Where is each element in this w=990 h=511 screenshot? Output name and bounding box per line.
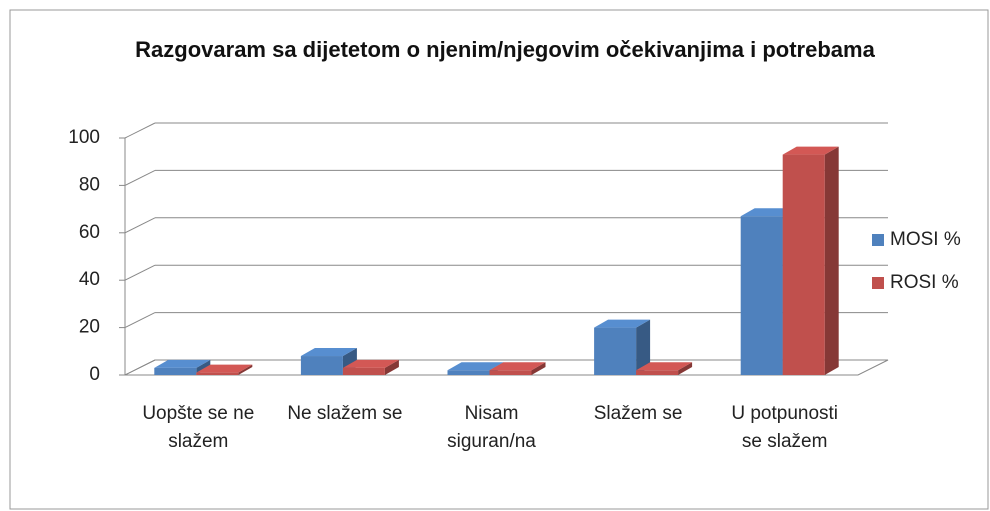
x-tick-label: Ne slažem se: [287, 403, 403, 424]
bar: [447, 370, 490, 375]
y-tick-label: 40: [79, 269, 100, 290]
x-tick-label: U potpunosti se slažem: [731, 403, 839, 452]
legend-swatch: [872, 234, 884, 246]
bar: [636, 370, 679, 375]
bar-top: [447, 362, 504, 371]
bar-top: [489, 362, 546, 371]
bar-side: [678, 362, 693, 375]
x-tick-label: Uopšte se ne slažem: [142, 403, 255, 452]
bar-top: [782, 146, 839, 155]
grid-line: [124, 122, 156, 139]
grid-line: [124, 217, 156, 234]
bar-side: [531, 362, 546, 375]
bar-side: [824, 146, 839, 375]
grid-line: [124, 359, 156, 376]
bar-top: [594, 319, 651, 328]
bar: [782, 154, 825, 375]
grid-line: [124, 264, 156, 281]
chart-title: Razgovaram sa dijetetom o njenim/njegovi…: [135, 37, 875, 62]
bar-top: [154, 359, 211, 368]
x-tick-label: Nisam siguran/na: [447, 403, 536, 452]
bar: [154, 367, 197, 375]
y-tick-label: 0: [89, 364, 100, 385]
bar-side: [636, 319, 651, 375]
bar: [594, 327, 637, 375]
y-tick-label: 100: [68, 127, 100, 148]
bar-side: [384, 359, 399, 375]
bar: [342, 367, 385, 375]
y-tick-label: 20: [79, 317, 100, 338]
bar-top: [636, 362, 693, 371]
legend-label: MOSI %: [890, 229, 961, 250]
bar: [740, 216, 783, 375]
bar-top: [342, 359, 399, 368]
legend-swatch: [872, 277, 884, 289]
bar: [300, 356, 343, 375]
y-tick-label: 60: [79, 222, 100, 243]
bar-top: [300, 348, 357, 357]
bar: [196, 372, 239, 375]
bar: [489, 370, 532, 375]
grid-line: [124, 169, 156, 186]
bar-top: [196, 364, 253, 373]
legend-label: ROSI %: [890, 272, 959, 293]
y-tick-label: 80: [79, 174, 100, 195]
frame: [9, 9, 989, 510]
x-tick-label: Slažem se: [593, 403, 683, 424]
bar-side: [238, 364, 253, 375]
grid-line: [124, 312, 156, 329]
